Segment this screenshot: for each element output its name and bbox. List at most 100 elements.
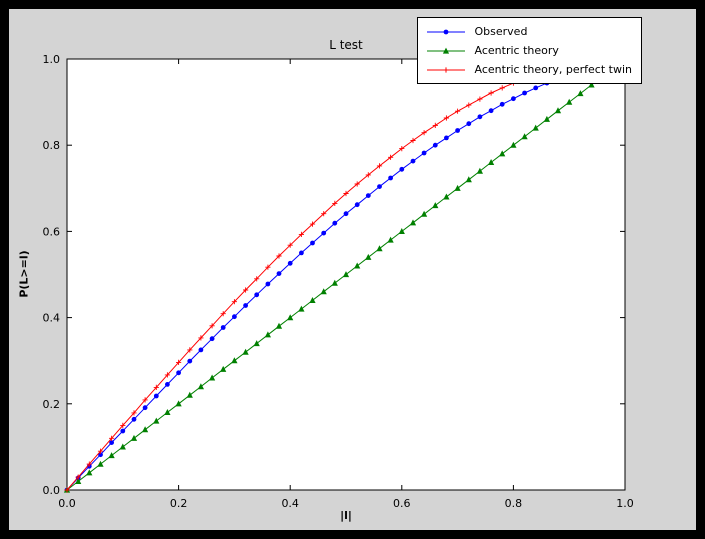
circle-marker: [321, 230, 327, 236]
plus-marker: [443, 115, 449, 121]
plus-marker: [276, 253, 282, 259]
plus-marker: [176, 359, 182, 365]
circle-marker: [299, 250, 304, 256]
triangle-marker: [577, 90, 584, 97]
plus-marker: [265, 264, 271, 270]
triangle-marker: [164, 409, 171, 415]
plus-marker: [209, 323, 215, 329]
triangle-marker: [342, 271, 350, 278]
triangle-marker: [443, 193, 450, 200]
legend-item-perfect-twin: Acentric theory, perfect twin: [425, 61, 632, 78]
triangle-marker: [454, 184, 461, 191]
triangle-marker: [175, 400, 182, 407]
circle-marker: [98, 452, 103, 458]
plus-marker: [354, 181, 360, 187]
circle-marker: [243, 303, 249, 308]
triangle-marker: [421, 210, 428, 217]
circle-marker: [254, 292, 260, 298]
triangle-marker: [532, 124, 539, 131]
plus-marker: [164, 372, 170, 378]
circle-marker: [120, 428, 126, 434]
triangle-marker: [398, 228, 405, 234]
legend-line-perfect-twin: [426, 66, 465, 73]
triangle-marker: [242, 348, 249, 355]
circle-marker: [343, 211, 349, 217]
legend-label-acentric-theory: Acentric theory: [474, 44, 559, 57]
y-tick-label: 1.0: [43, 53, 61, 66]
circle-marker: [310, 240, 315, 246]
plus-marker: [198, 335, 204, 341]
plus-marker: [109, 435, 115, 441]
legend-item-acentric-theory: Acentric theory: [425, 42, 632, 59]
circle-marker: [377, 184, 382, 190]
legend-box: Observed Acentric theory Acentric theory…: [416, 17, 642, 84]
triangle-marker: [231, 357, 238, 364]
plus-marker: [187, 347, 193, 353]
series-line-plus: [66, 70, 548, 491]
plus-marker: [488, 90, 494, 96]
plus-marker: [477, 96, 483, 102]
triangle-marker: [331, 279, 338, 286]
legend-label-observed: Observed: [474, 25, 528, 38]
plus-marker: [120, 422, 126, 428]
circle-marker: [365, 193, 371, 199]
plus-marker: [75, 474, 81, 480]
circle-marker: [209, 336, 215, 342]
circle-marker: [176, 370, 182, 376]
circle-marker: [109, 440, 114, 445]
triangle-marker: [465, 176, 472, 183]
triangle-marker: [97, 460, 104, 467]
figure-canvas: 0.0 0.2 0.4 0.6 0.8 1.0 0.0 0.2 0.4 0.6 0.8 1.0 L t…: [9, 9, 696, 530]
circle-marker: [265, 281, 271, 287]
x-tick-label: 1.0: [616, 497, 634, 510]
circle-marker: [466, 121, 472, 127]
circle-marker: [332, 220, 338, 226]
circle-marker: [165, 382, 170, 387]
circle-marker: [232, 314, 237, 320]
y-axis-label: P(L>=l): [17, 250, 31, 298]
y-tick-label: 0.6: [43, 225, 61, 238]
triangle-marker: [119, 443, 126, 450]
plus-marker: [466, 102, 472, 108]
triangle-marker: [287, 314, 294, 321]
circle-marker: [432, 142, 438, 148]
circle-marker: [444, 135, 449, 141]
plus-marker: [365, 172, 371, 178]
y-tick-label: 0.8: [43, 139, 61, 152]
triangle-marker: [521, 133, 528, 140]
y-tick-label: 0.4: [43, 312, 61, 325]
circle-marker: [388, 175, 393, 181]
x-axis-label: |l|: [340, 509, 352, 522]
plus-marker: [86, 461, 92, 467]
y-tick-label: 0.0: [43, 484, 61, 497]
triangle-marker: [543, 115, 550, 122]
plus-marker: [399, 146, 405, 152]
plus-marker: [142, 397, 148, 403]
legend-line-observed: [426, 29, 465, 34]
plus-marker: [309, 221, 316, 227]
circle-marker: [399, 166, 405, 172]
plus-marker: [220, 311, 226, 317]
triangle-marker: [197, 383, 204, 390]
plus-marker: [432, 122, 438, 128]
triangle-marker: [354, 262, 361, 269]
triangle-marker: [298, 305, 305, 312]
triangle-marker: [209, 374, 216, 381]
circle-marker: [153, 393, 159, 399]
triangle-marker: [86, 469, 93, 476]
triangle-marker: [499, 150, 506, 157]
legend-label-perfect-twin: Acentric theory, perfect twin: [474, 63, 632, 76]
triangle-marker: [554, 107, 562, 114]
circle-marker: [522, 90, 527, 96]
circle-marker: [187, 358, 193, 364]
plus-marker: [298, 231, 304, 237]
triangle-marker: [588, 81, 595, 88]
triangle-marker: [510, 141, 517, 148]
plus-marker: [332, 200, 338, 206]
x-tick-label: 0.6: [393, 497, 411, 510]
triangle-marker: [376, 245, 383, 252]
triangle-marker: [153, 417, 160, 424]
circle-marker: [410, 158, 416, 164]
circle-marker: [131, 416, 137, 422]
plus-marker: [97, 448, 104, 454]
